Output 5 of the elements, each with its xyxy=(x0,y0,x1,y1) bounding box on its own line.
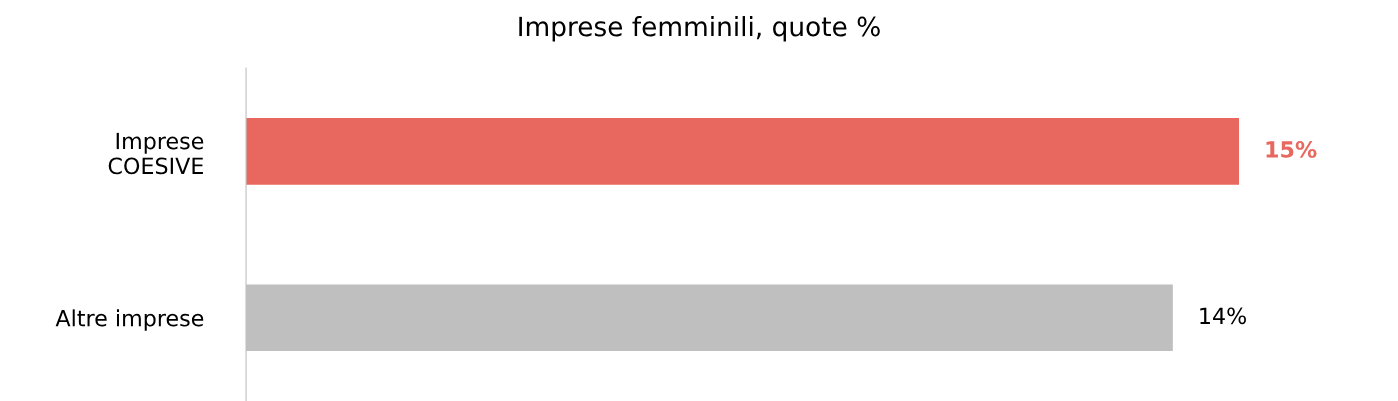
y-tick-label: Imprese COESIVE xyxy=(108,132,204,175)
chart-title: Imprese femminili, quote % xyxy=(519,16,880,42)
y-tick-label: Altre imprese xyxy=(55,309,204,331)
data-label: 14% xyxy=(1200,307,1246,325)
data-label: 15% xyxy=(1266,141,1317,158)
